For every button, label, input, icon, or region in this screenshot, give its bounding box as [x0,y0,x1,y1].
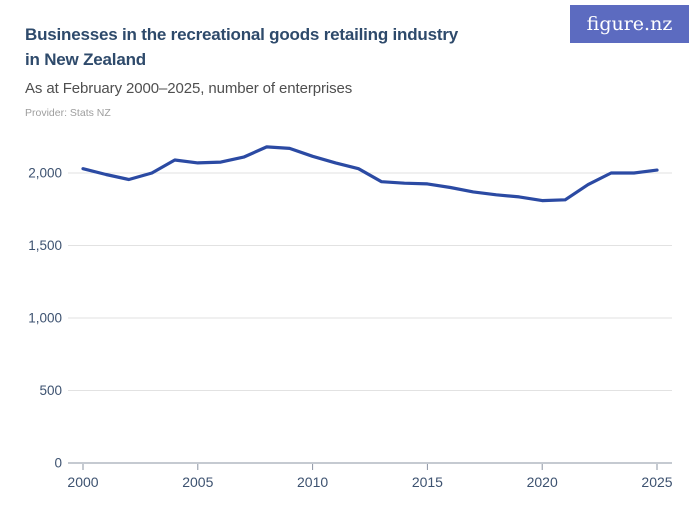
x-tick-label: 2000 [67,474,98,490]
page-title-line1: Businesses in the recreational goods ret… [25,25,459,44]
figurenz-logo-text: figure.nz [586,13,673,35]
y-tick-label: 0 [54,456,62,471]
chart-subtitle: As at February 2000–2025, number of ente… [25,80,353,97]
provider-label: Provider: Stats NZ [25,107,111,119]
y-tick-label: 500 [39,383,62,398]
page-title: Businesses in the recreational goods ret… [25,22,545,72]
y-tick-label: 2,000 [28,166,62,181]
page-title-line2: in New Zealand [25,50,146,69]
chart-header: Businesses in the recreational goods ret… [25,22,545,119]
x-tick-label: 2015 [412,474,443,490]
figurenz-logo[interactable]: figure.nz [570,5,689,43]
y-tick-label: 1,500 [28,238,62,253]
x-tick-label: 2020 [527,474,558,490]
x-tick-label: 2025 [641,474,672,490]
x-tick-label: 2005 [182,474,213,490]
data-line-enterprises [81,145,659,203]
x-tick-label: 2010 [297,474,328,490]
y-tick-label: 1,000 [28,311,62,326]
